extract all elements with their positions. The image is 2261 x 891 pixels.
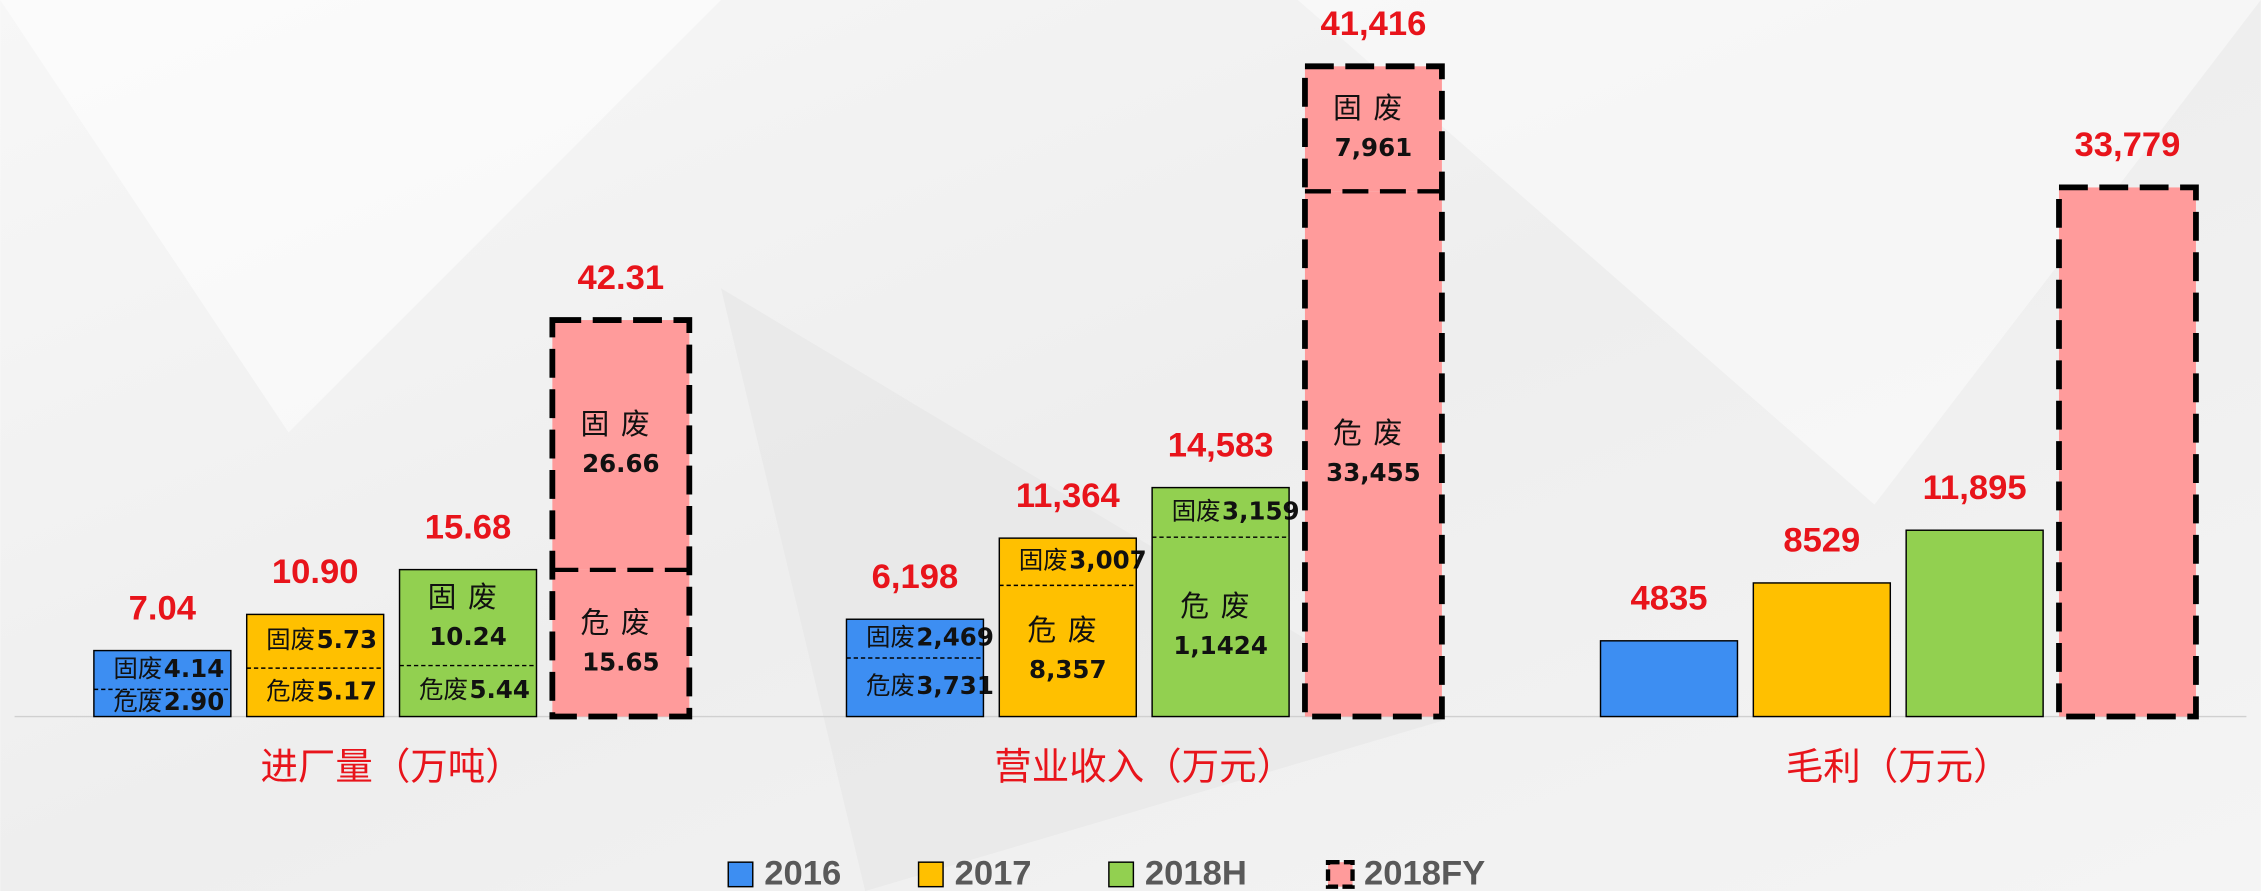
legend-swatch	[917, 861, 944, 888]
bar-segment	[1152, 487, 1290, 538]
bar-segment	[1152, 537, 1290, 717]
segment-value: 3,731	[916, 671, 994, 700]
bar	[2056, 184, 2199, 720]
bar-segment	[399, 665, 537, 717]
segment-value: 3,159	[1222, 496, 1300, 525]
bar-outline	[845, 618, 985, 718]
bar-segment	[552, 320, 690, 570]
legend-swatch	[727, 861, 754, 888]
value-label: 4835	[1631, 580, 1708, 618]
value-label: 41,416	[1321, 5, 1427, 43]
segment-name: 危废	[580, 605, 661, 639]
value-label: 8529	[1783, 522, 1860, 560]
value-label: 14,583	[1168, 426, 1274, 464]
segment-value: 3,007	[1069, 546, 1147, 575]
category-label: 毛利（万元）	[1786, 744, 2011, 788]
segment-name: 危废	[1027, 613, 1108, 647]
segment-name: 危废	[1180, 589, 1261, 623]
bar-outline	[93, 649, 232, 718]
bar-outline	[549, 317, 693, 720]
segment-name: 危废	[266, 676, 315, 705]
bg-shape	[1297, 0, 2261, 505]
legend-label: 2016	[764, 854, 841, 891]
legend-label: 2018H	[1145, 854, 1247, 891]
segment-name: 危废	[866, 671, 915, 700]
bar-segment	[246, 668, 384, 717]
segment-value: 5.17	[317, 676, 377, 705]
segment-value: 2.90	[164, 687, 224, 716]
bar-outline	[998, 537, 1137, 718]
segment-value: 8,357	[1029, 655, 1107, 684]
segment-name: 危废	[419, 675, 468, 704]
category-label: 营业收入（万元）	[994, 744, 1294, 788]
bar-outline	[1302, 63, 1445, 720]
bar	[1752, 582, 1892, 718]
value-label: 15.68	[425, 508, 512, 546]
segment-value: 33,455	[1326, 458, 1421, 487]
segment-name: 危废	[1333, 416, 1414, 450]
bar-segment	[999, 538, 1137, 586]
legend-label: 2018FY	[1364, 854, 1485, 891]
legend-label: 2017	[955, 854, 1032, 891]
bar-segment	[399, 569, 537, 666]
bar-segment	[1304, 66, 1442, 192]
segment-value: 26.66	[582, 449, 660, 478]
bar-outline	[1151, 486, 1290, 718]
bar-segment	[93, 689, 231, 717]
segment-value: 2,469	[916, 623, 994, 652]
segment-name: 固废	[113, 654, 162, 683]
bar-segment	[552, 569, 690, 717]
bar-segment	[846, 619, 984, 658]
segment-name: 固废	[1172, 496, 1221, 525]
bar-segment	[999, 585, 1137, 717]
value-label: 7.04	[129, 589, 197, 627]
segment-name: 固废	[866, 623, 915, 652]
bar	[1599, 640, 1739, 718]
bg-shape	[0, 0, 722, 433]
category-label: 进厂量（万吨）	[260, 744, 522, 788]
segment-name: 危废	[113, 687, 162, 716]
segment-value: 15.65	[582, 647, 660, 676]
segment-name: 固废	[428, 580, 509, 614]
bar-segment	[1304, 191, 1442, 717]
segment-value: 7,961	[1335, 133, 1413, 162]
value-label: 33,779	[2075, 126, 2181, 164]
bar-outline	[245, 613, 385, 718]
segment-value: 5.73	[317, 625, 377, 654]
segment-name: 固废	[580, 407, 661, 441]
segment-value: 4.14	[164, 654, 224, 683]
segment-name: 固废	[266, 625, 315, 654]
segment-value: 1,1424	[1173, 631, 1268, 660]
value-label: 11,364	[1016, 477, 1121, 515]
value-label: 6,198	[872, 558, 959, 596]
bar-segment	[93, 650, 231, 690]
value-label: 10.90	[272, 553, 359, 591]
segment-name: 固废	[1019, 546, 1068, 575]
segment-value: 10.24	[429, 622, 507, 651]
legend-swatch	[1325, 860, 1355, 889]
bar	[1905, 529, 2044, 718]
legend-swatch	[1108, 861, 1135, 888]
segment-name: 固废	[1333, 91, 1414, 125]
bar-segment	[846, 657, 984, 717]
bar-outline	[398, 568, 538, 718]
value-label: 42.31	[578, 259, 665, 297]
value-label: 11,895	[1923, 469, 2027, 507]
bar-segment	[246, 614, 384, 669]
segment-value: 5.44	[469, 675, 529, 704]
